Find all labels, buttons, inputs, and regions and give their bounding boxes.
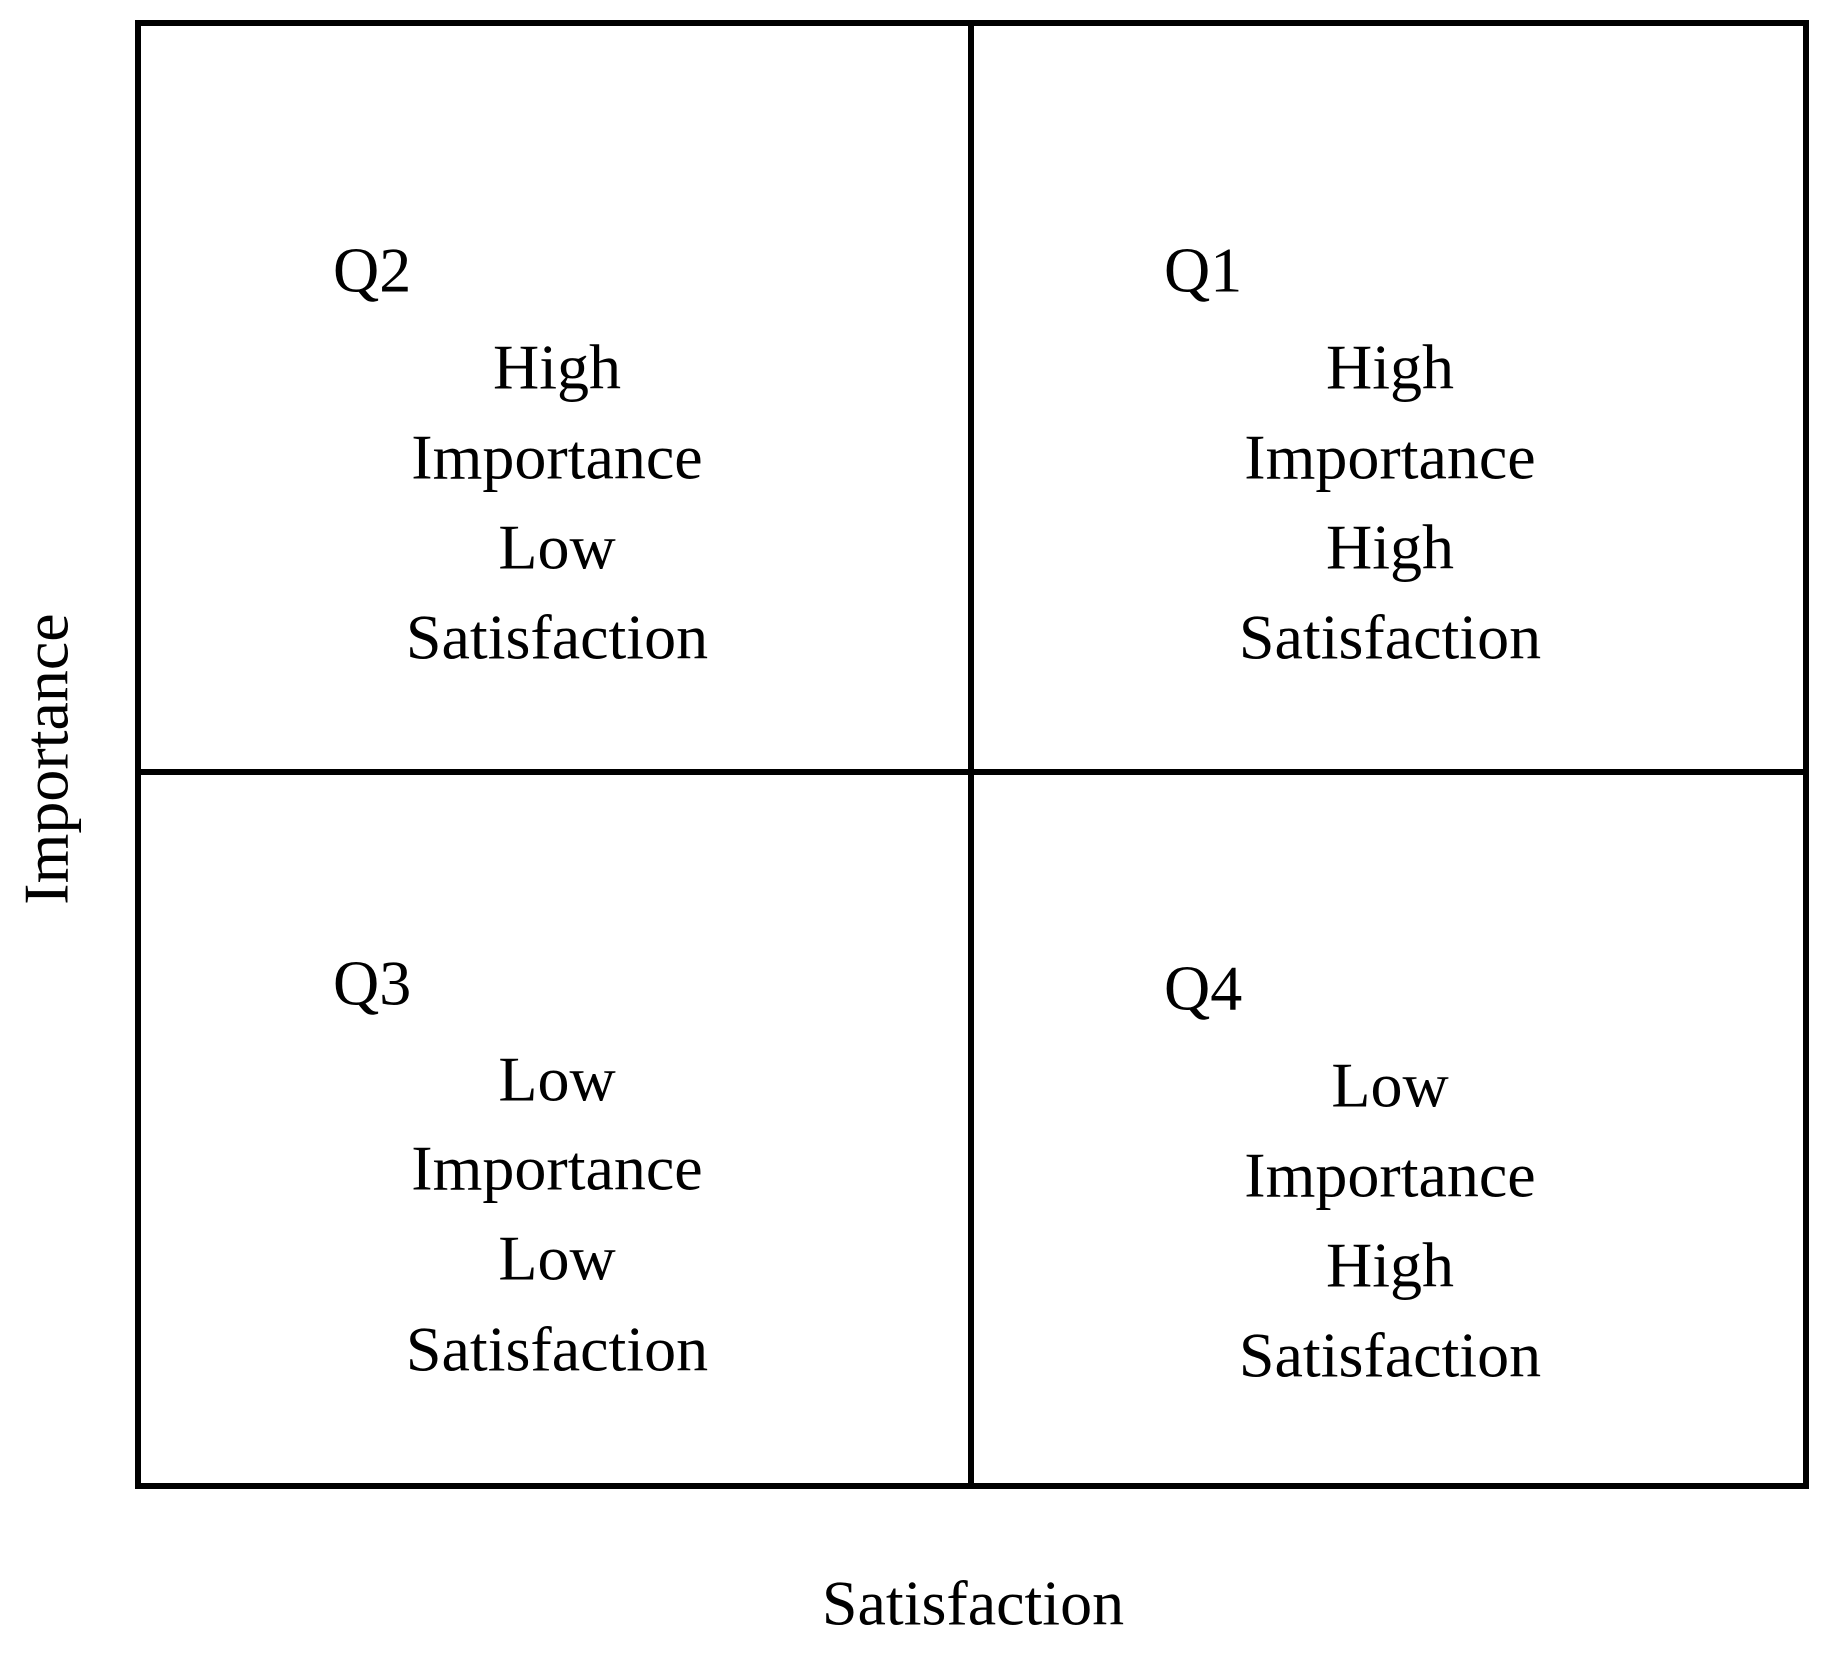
quadrant-id: Q3 bbox=[333, 948, 411, 1019]
quadrant-description: Low bbox=[1331, 1050, 1448, 1121]
quadrant-description: Satisfaction bbox=[406, 602, 708, 673]
quadrant-description: Low bbox=[498, 1044, 615, 1115]
quadrant-description: Low bbox=[498, 512, 615, 583]
quadrant-description: Importance bbox=[1244, 422, 1535, 493]
quadrant-description: Importance bbox=[411, 422, 702, 493]
quadrant-description: Satisfaction bbox=[1239, 602, 1541, 673]
quadrant-description: High bbox=[1326, 512, 1454, 583]
quadrant-description: Importance bbox=[1244, 1140, 1535, 1211]
quadrant-description: Satisfaction bbox=[1239, 1320, 1541, 1391]
quadrant-description: Importance bbox=[411, 1133, 702, 1204]
x-axis-label: Satisfaction bbox=[822, 1568, 1124, 1639]
quadrant-description: Low bbox=[498, 1223, 615, 1294]
quadrant-id: Q4 bbox=[1164, 953, 1242, 1024]
quadrant-description: Satisfaction bbox=[406, 1314, 708, 1385]
y-axis-label: Importance bbox=[11, 613, 82, 904]
quadrant-description: High bbox=[1326, 332, 1454, 403]
quadrant-id: Q1 bbox=[1164, 235, 1242, 306]
quadrant-description: High bbox=[493, 332, 621, 403]
quadrant-id: Q2 bbox=[333, 235, 411, 306]
quadrant-description: High bbox=[1326, 1230, 1454, 1301]
